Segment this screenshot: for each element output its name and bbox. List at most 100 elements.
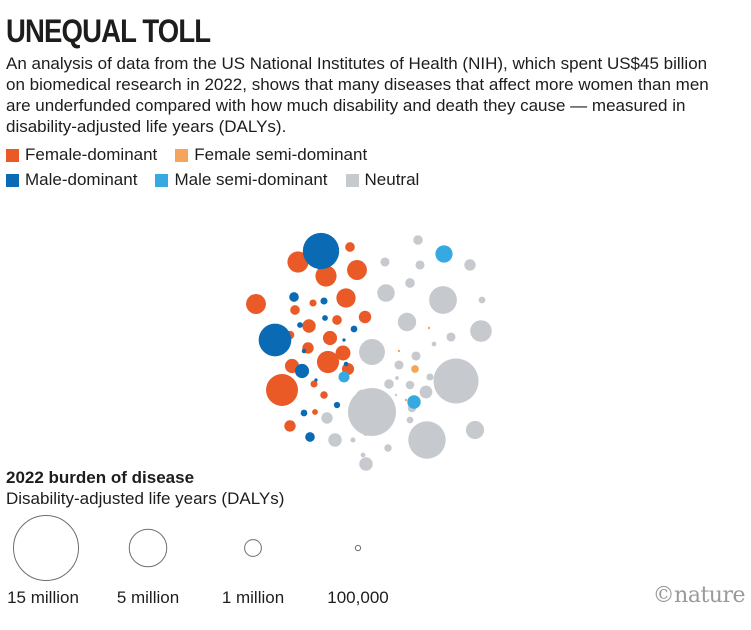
female-semi-dominant-swatch [175,148,189,162]
bubble-female-dominant-3 [287,251,309,273]
bubble-neutral-4 [429,286,457,314]
bubble-male-dominant-7 [297,322,303,328]
bubble-female-dominant-8 [336,288,356,308]
size-key-label-5m: 5 million [116,588,180,607]
chart-title: UNEQUAL TOLL [6,13,211,49]
bubble-neutral-13 [397,312,417,332]
bubble-neutral-9 [405,278,415,288]
legend-female-dominant: Female-dominant [6,145,157,165]
bubble-female-dominant-6 [358,310,372,324]
bubble-neutral-3 [377,284,395,302]
bubble-male-dominant-13 [333,401,341,409]
bubble-neutral-36 [465,420,485,440]
bubble-neutral-19 [395,376,399,380]
size-key-circle-1 [128,528,168,568]
bubble-male-dominant-12 [301,348,307,354]
legend-label-female-semi-dominant: Female semi-dominant [194,145,368,164]
bubble-male-dominant-4 [320,297,328,305]
bubble-female-dominant-18 [310,380,318,388]
bubble-neutral-30 [321,412,333,424]
bubble-male-dominant-9 [300,409,308,417]
bubble-neutral-26 [350,437,356,443]
size-key-label-100k: 100,000 [327,588,389,607]
nature-credit: ©nature [652,583,746,608]
bubble-male-dominant-0 [289,292,299,302]
size-key-circle-3 [354,544,362,552]
bubble-female-dominant-11 [309,299,317,307]
bubble-female-dominant-1 [315,265,337,287]
bubble-male-dominant-14 [294,363,310,379]
legend-label-male-dominant: Male-dominant [25,170,138,189]
male-dominant-swatch [6,173,19,187]
bubble-female-semi-dominant-3 [404,398,408,402]
bubble-neutral-18 [405,380,415,390]
bubble-male-dominant-3 [305,432,315,442]
bubble-female-dominant-13 [332,315,342,325]
legend-neutral: Neutral [345,170,420,190]
legend-row-2: Male-dominant Male semi-dominant Neutral [6,170,437,190]
bubble-neutral-1 [328,433,342,447]
bubble-neutral-35 [408,421,446,459]
bubble-neutral-22 [394,393,398,397]
chart-description: An analysis of data from the US National… [6,54,709,136]
bubble-female-dominant-16 [284,420,296,432]
legend-row-1: Female-dominant Female semi-dominant [6,145,385,165]
bubble-female-dominant-19 [312,409,318,415]
bubble-neutral-11 [470,320,492,342]
bubble-neutral-14 [359,339,385,365]
legend-label-female-dominant: Female-dominant [25,145,158,164]
bubble-neutral-17 [426,373,434,381]
bubble-neutral-5 [415,260,425,270]
bubble-neutral-34 [419,385,433,399]
bubble-neutral-16 [394,360,404,370]
legend-female-semi-dominant: Female semi-dominant [175,145,367,165]
bubble-neutral-21 [384,379,394,389]
bubble-neutral-6 [413,235,423,245]
bubble-male-dominant-2 [302,232,340,270]
bubble-male-dominant-11 [343,361,349,367]
bubble-male-dominant-5 [350,325,358,333]
bubble-neutral-32 [348,388,396,436]
female-dominant-swatch [6,148,19,162]
bubble-female-dominant-9 [302,319,316,333]
bubble-female-dominant-15 [290,305,300,315]
legend-label-male-semi-dominant: Male semi-dominant [174,170,328,189]
bubble-male-dominant-10 [342,338,346,342]
bubble-neutral-31 [360,452,366,458]
bubble-neutral-0 [359,457,373,471]
bubble-neutral-37 [355,389,371,405]
bubble-neutral-8 [464,259,476,271]
bubble-neutral-15 [411,351,421,361]
bubble-neutral-29 [433,358,479,404]
bubble-male-semi-dominant-1 [338,371,350,383]
size-key-circle-2 [244,539,262,557]
bubble-female-dominant-5 [345,242,355,252]
neutral-swatch [345,173,359,187]
size-key-label-15m: 15 million [7,588,79,607]
size-key-circle-0 [13,515,79,581]
bubble-neutral-10 [431,341,437,347]
bubble-female-dominant-17 [320,391,328,399]
bubble-male-dominant-6 [322,315,328,321]
bubble-neutral-28 [478,296,486,304]
bubble-female-dominant-22 [335,345,351,361]
bubble-female-dominant-2 [347,260,367,280]
bubble-female-semi-dominant-1 [427,326,431,330]
size-key-subtitle: Disability-adjusted life years (DALYs) [6,489,285,508]
bubble-female-semi-dominant-2 [397,349,401,353]
bubble-male-dominant-8 [314,378,318,382]
legend-label-neutral: Neutral [364,170,420,189]
bubble-male-dominant-1 [258,323,292,357]
legend-male-dominant: Male-dominant [6,170,137,190]
bubble-female-dominant-4 [246,294,266,314]
bubble-female-dominant-0 [266,374,298,406]
bubble-female-dominant-7 [316,350,340,374]
bubble-female-dominant-12 [322,330,338,346]
legend-male-semi-dominant: Male semi-dominant [155,170,328,190]
male-semi-dominant-swatch [155,173,169,187]
bubble-male-semi-dominant-0 [435,245,453,263]
size-key-title: 2022 burden of disease [6,468,195,487]
bubble-neutral-27 [384,444,392,452]
bubble-neutral-23 [406,416,414,424]
